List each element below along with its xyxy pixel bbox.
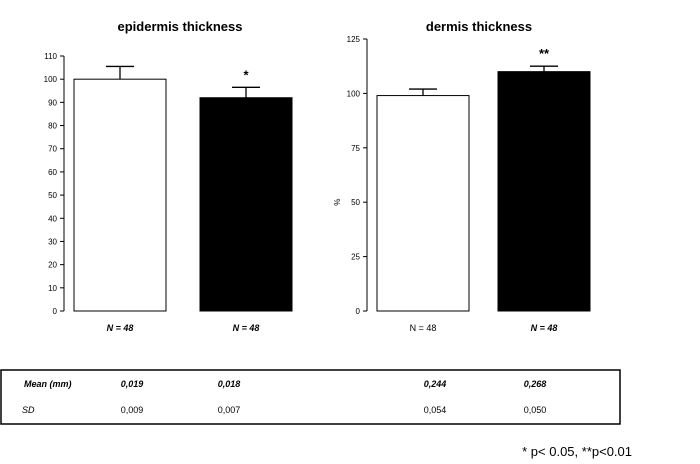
table-cell: 0,244 <box>424 379 447 389</box>
significance-marker: ** <box>539 46 550 61</box>
y-axis-label: % <box>333 199 342 206</box>
table-cell: 0,054 <box>424 405 447 415</box>
significance-footnote: * p< 0.05, **p<0.01 <box>522 444 632 459</box>
y-tick-label: 10 <box>48 284 57 293</box>
table-cell: 0,050 <box>524 405 547 415</box>
table-cell: 0,268 <box>524 379 547 389</box>
y-tick-label: 50 <box>351 198 360 207</box>
y-tick-label: 25 <box>351 253 360 262</box>
summary-table-frame <box>0 369 621 425</box>
y-tick-label: 70 <box>48 145 57 154</box>
chart-title: epidermis thickness <box>118 19 243 34</box>
category-label: N = 48 <box>410 323 437 333</box>
y-tick-label: 0 <box>356 307 361 316</box>
category-label: N = 48 <box>107 323 134 333</box>
y-tick-label: 100 <box>44 75 58 84</box>
table-row-label: Mean (mm) <box>24 379 72 389</box>
y-tick-label: 30 <box>48 237 57 246</box>
bar <box>376 95 470 312</box>
y-tick-label: 20 <box>48 261 57 270</box>
significance-marker: * <box>243 67 249 82</box>
y-tick-label: 50 <box>48 191 57 200</box>
category-label: N = 48 <box>233 323 260 333</box>
table-cell: 0,019 <box>121 379 144 389</box>
y-tick-label: 60 <box>48 168 57 177</box>
y-tick-label: 110 <box>44 52 57 61</box>
y-tick-label: 75 <box>351 144 360 153</box>
y-tick-label: 80 <box>48 122 57 131</box>
table-cell: 0,018 <box>218 379 241 389</box>
y-tick-label: 125 <box>347 35 361 44</box>
table-row-label: SD <box>22 405 35 415</box>
table-cell: 0,007 <box>218 405 241 415</box>
dermis-chart: dermis thickness 0 25 50 75 100 125% N = 48 ** N … <box>333 19 591 333</box>
y-tick-label: 0 <box>53 307 58 316</box>
table-cell: 0,009 <box>121 405 144 415</box>
epidermis-chart: epidermis thickness 0 10 20 30 40 50 60 70 80 90 10… <box>44 19 293 333</box>
bar <box>199 97 293 312</box>
y-tick-label: 100 <box>347 89 361 98</box>
summary-table: Mean (mm) 0,019 0,018 0,244 0,268 SD 0,009 0,00… <box>22 379 546 415</box>
y-tick-label: 90 <box>48 98 57 107</box>
category-label: N = 48 <box>531 323 558 333</box>
bar <box>497 71 591 312</box>
bar <box>73 78 167 312</box>
chart-title: dermis thickness <box>426 19 532 34</box>
y-tick-label: 40 <box>48 214 57 223</box>
